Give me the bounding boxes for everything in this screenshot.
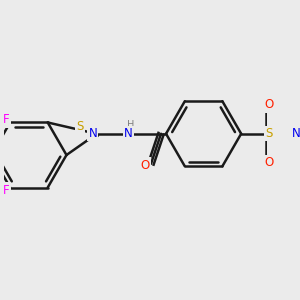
Text: H: H [127, 120, 134, 130]
Text: S: S [76, 120, 84, 133]
Text: S: S [265, 127, 272, 140]
Text: O: O [140, 158, 149, 172]
Text: F: F [3, 113, 10, 127]
Text: O: O [264, 98, 273, 111]
Text: N: N [292, 127, 300, 140]
Text: N: N [124, 127, 133, 140]
Text: O: O [264, 156, 273, 169]
Text: N: N [88, 127, 97, 140]
Text: F: F [3, 184, 10, 196]
